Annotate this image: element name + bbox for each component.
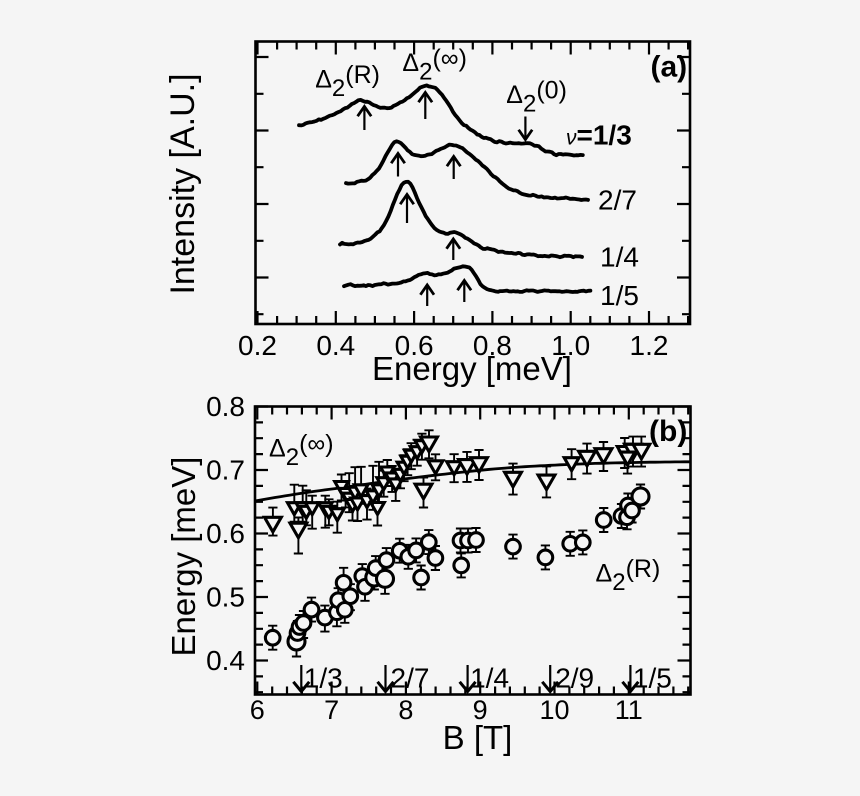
svg-text:1/5: 1/5 bbox=[633, 663, 672, 694]
svg-text:10: 10 bbox=[539, 695, 569, 725]
svg-text:0.8: 0.8 bbox=[206, 391, 245, 422]
svg-text:2/7: 2/7 bbox=[598, 185, 637, 216]
svg-text:(a): (a) bbox=[651, 51, 688, 84]
svg-text:6: 6 bbox=[250, 695, 265, 725]
svg-text:(b): (b) bbox=[649, 415, 687, 448]
svg-text:0.6: 0.6 bbox=[395, 330, 434, 361]
svg-text:0.4: 0.4 bbox=[206, 645, 245, 676]
svg-text:2/9: 2/9 bbox=[555, 663, 594, 694]
svg-text:7: 7 bbox=[324, 695, 339, 725]
svg-text:0.2: 0.2 bbox=[238, 330, 277, 361]
svg-text:B [T]: B [T] bbox=[443, 719, 513, 756]
svg-text:0.6: 0.6 bbox=[206, 518, 245, 549]
svg-text:1.0: 1.0 bbox=[551, 330, 590, 361]
svg-text:1/4: 1/4 bbox=[470, 663, 509, 694]
svg-text:1.2: 1.2 bbox=[630, 330, 669, 361]
svg-text:Intensity [A.U.]: Intensity [A.U.] bbox=[164, 73, 202, 294]
svg-text:ν=1/3: ν=1/3 bbox=[566, 119, 632, 150]
svg-text:9: 9 bbox=[473, 695, 488, 725]
svg-text:Energy [meV]: Energy [meV] bbox=[165, 457, 202, 657]
svg-text:0.8: 0.8 bbox=[473, 330, 512, 361]
svg-text:1/5: 1/5 bbox=[600, 280, 639, 311]
svg-text:8: 8 bbox=[398, 695, 413, 725]
svg-text:Energy [meV]: Energy [meV] bbox=[372, 350, 572, 387]
svg-text:0.5: 0.5 bbox=[206, 582, 245, 613]
svg-text:0.4: 0.4 bbox=[316, 330, 355, 361]
svg-text:0.7: 0.7 bbox=[206, 455, 245, 486]
svg-text:2/7: 2/7 bbox=[391, 663, 430, 694]
svg-text:1/3: 1/3 bbox=[304, 663, 343, 694]
svg-text:11: 11 bbox=[615, 695, 643, 725]
svg-text:1/4: 1/4 bbox=[600, 242, 639, 273]
